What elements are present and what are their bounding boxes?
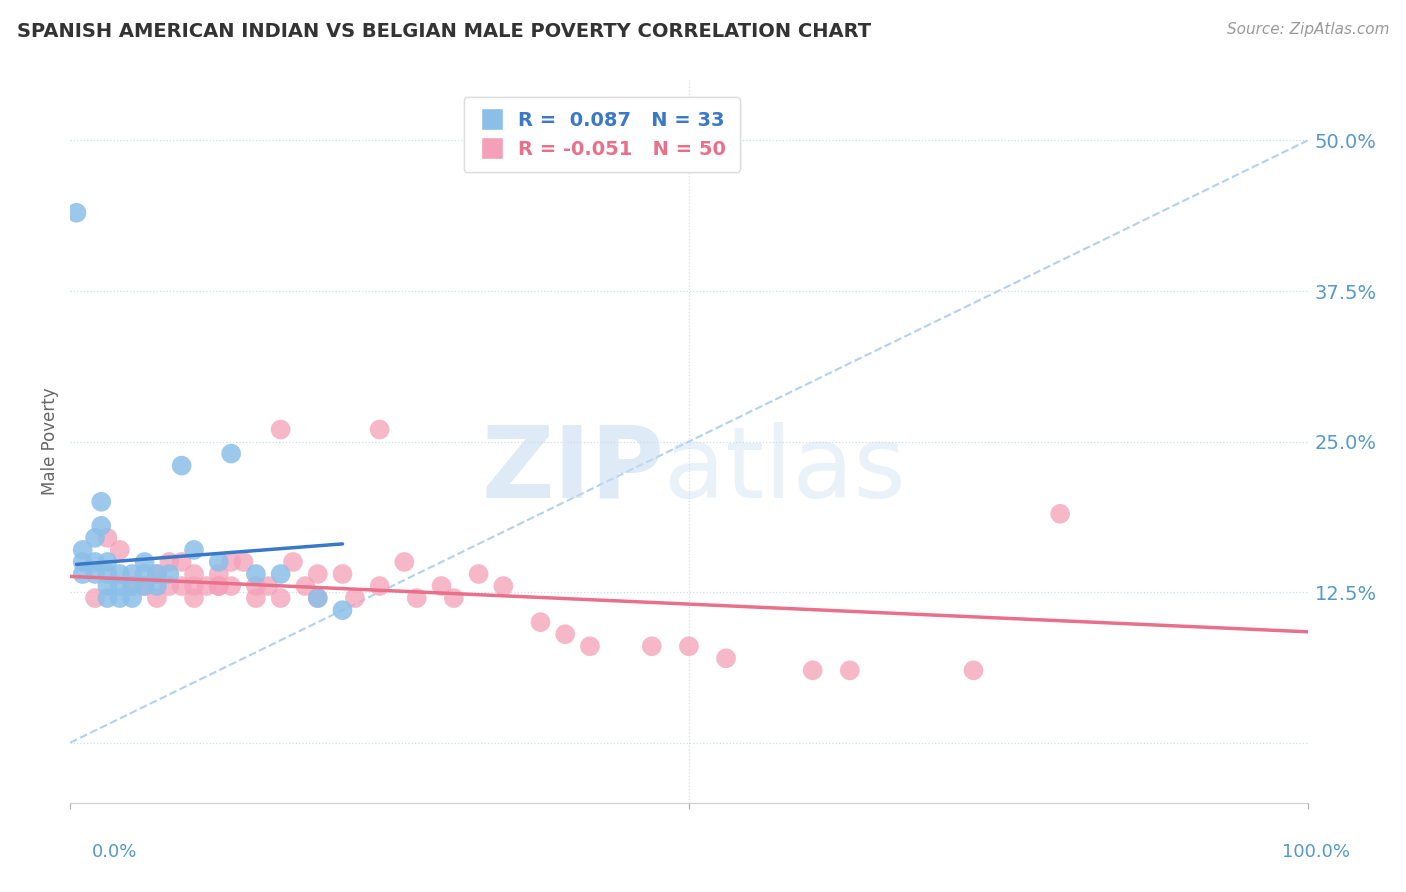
Point [430,579,453,593]
Point [443,591,465,606]
Point [84,567,107,582]
Point [134,579,156,593]
Point [121,567,143,582]
Point [270,423,292,437]
Point [84,555,107,569]
Point [281,555,304,569]
Point [72,542,94,557]
Point [146,567,169,582]
Point [183,567,205,582]
Point [219,579,242,593]
Point [96,591,118,606]
Text: atlas: atlas [664,422,905,519]
Point [208,579,231,593]
Point [368,423,391,437]
Point [245,591,267,606]
Point [146,579,169,593]
Point [84,591,107,606]
Point [529,615,551,630]
Text: SPANISH AMERICAN INDIAN VS BELGIAN MALE POVERTY CORRELATION CHART: SPANISH AMERICAN INDIAN VS BELGIAN MALE … [17,22,870,41]
Point [838,664,860,678]
Point [90,519,112,533]
Point [394,555,416,569]
Point [307,591,329,606]
Point [183,591,205,606]
Point [294,579,316,593]
Point [72,567,94,582]
Point [96,579,118,593]
Point [343,591,366,606]
Point [579,639,602,653]
Point [96,555,118,569]
Point [183,579,205,593]
Point [121,591,143,606]
Point [146,591,169,606]
Point [195,579,218,593]
Text: 100.0%: 100.0% [1282,843,1350,861]
Point [90,494,112,508]
Point [108,542,131,557]
Point [232,555,254,569]
Point [801,664,824,678]
Point [121,579,143,593]
Point [108,567,131,582]
Point [492,579,515,593]
Point [714,651,737,665]
Point [208,567,231,582]
Point [65,205,87,219]
Y-axis label: Male Poverty: Male Poverty [41,388,59,495]
Point [307,591,329,606]
Text: 0.0%: 0.0% [91,843,136,861]
Text: ZIP: ZIP [481,422,664,519]
Point [270,591,292,606]
Point [96,567,118,582]
Point [96,531,118,545]
Point [219,447,242,461]
Point [257,579,280,593]
Point [170,579,193,593]
Point [332,567,354,582]
Point [134,579,156,593]
Point [208,579,231,593]
Point [157,579,180,593]
Point [1049,507,1071,521]
Point [134,567,156,582]
Legend: R =  0.087   N = 33, R = -0.051   N = 50: R = 0.087 N = 33, R = -0.051 N = 50 [464,97,740,172]
Point [108,591,131,606]
Point [219,555,242,569]
Point [641,639,664,653]
Point [208,555,231,569]
Point [183,542,205,557]
Point [157,555,180,569]
Point [332,603,354,617]
Point [678,639,700,653]
Point [368,579,391,593]
Text: Source: ZipAtlas.com: Source: ZipAtlas.com [1226,22,1389,37]
Point [245,567,267,582]
Point [405,591,427,606]
Point [467,567,489,582]
Point [146,567,169,582]
Point [134,555,156,569]
Point [245,579,267,593]
Point [170,458,193,473]
Point [157,567,180,582]
Point [270,567,292,582]
Point [121,579,143,593]
Point [307,567,329,582]
Point [962,664,984,678]
Point [108,579,131,593]
Point [554,627,576,641]
Point [72,555,94,569]
Point [84,531,107,545]
Point [170,555,193,569]
